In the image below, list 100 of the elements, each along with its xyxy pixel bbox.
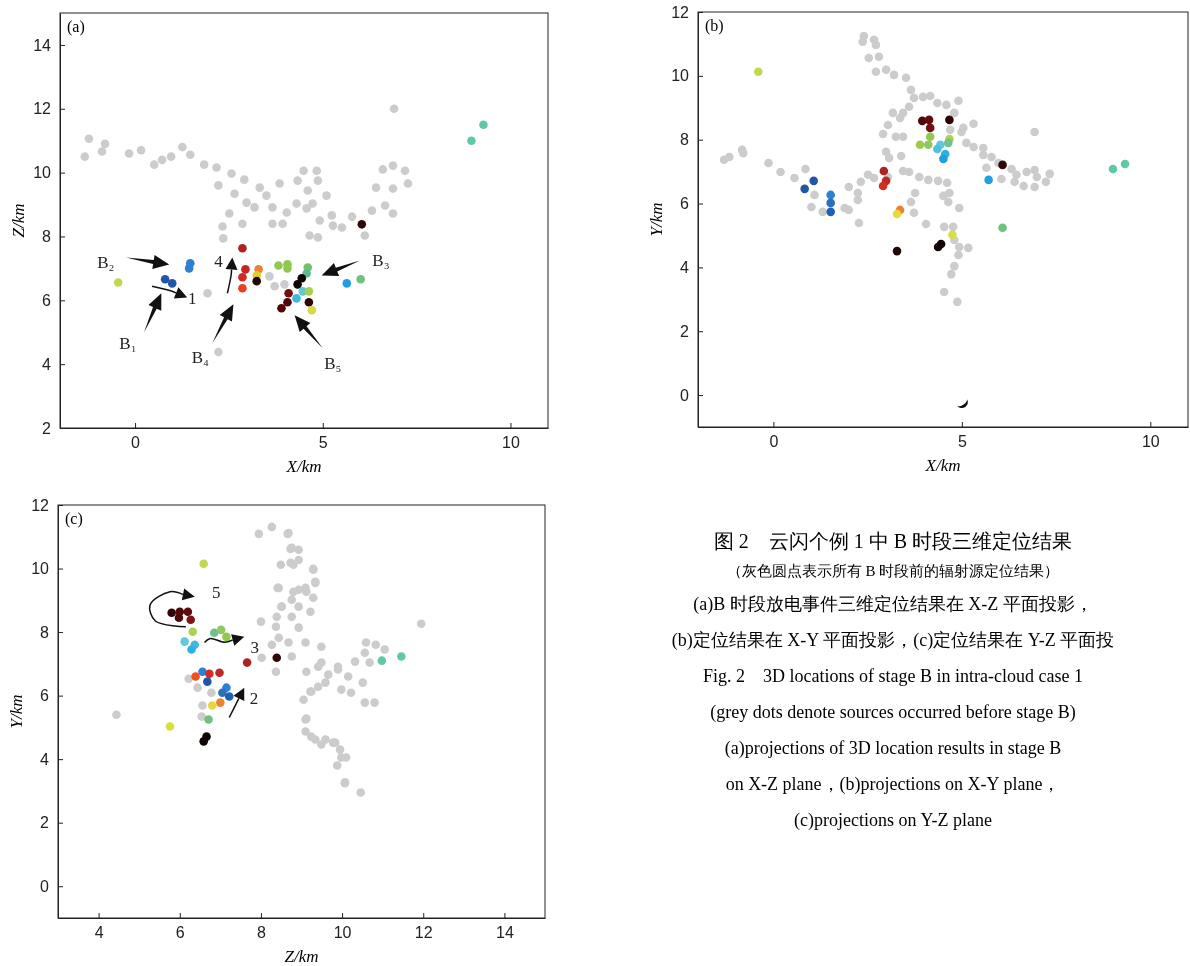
x-tick-label: 5 bbox=[318, 434, 328, 452]
annotation: B₄ bbox=[191, 348, 210, 368]
annotation: B₃ bbox=[372, 251, 390, 271]
annotation: B₂ bbox=[97, 253, 115, 273]
text: (c)projections on Y-Z plane bbox=[794, 810, 992, 831]
point bbox=[216, 625, 226, 635]
point bbox=[342, 279, 352, 288]
point bbox=[242, 658, 252, 667]
y-tick-label: 0 bbox=[40, 877, 50, 895]
y-tick-label: 10 bbox=[33, 164, 52, 182]
point bbox=[183, 607, 193, 617]
x-tick-label: 10 bbox=[502, 434, 520, 452]
point bbox=[203, 677, 212, 686]
point bbox=[204, 715, 213, 724]
x-tick-label: 4 bbox=[94, 924, 104, 942]
point bbox=[397, 652, 406, 661]
point bbox=[377, 656, 387, 665]
x-axis-title: Z/km bbox=[284, 947, 319, 966]
point bbox=[175, 607, 185, 617]
y-tick-label: 12 bbox=[33, 100, 52, 118]
point bbox=[925, 132, 935, 142]
point bbox=[207, 701, 217, 710]
point bbox=[892, 246, 902, 256]
y-tick-label: 4 bbox=[680, 259, 690, 276]
point bbox=[943, 138, 953, 148]
point bbox=[188, 627, 198, 637]
point bbox=[216, 698, 225, 707]
point bbox=[186, 615, 196, 624]
y-tick-label: 2 bbox=[680, 322, 690, 340]
point bbox=[984, 175, 993, 185]
annotation: 2 bbox=[249, 689, 259, 709]
x-tick-label: 10 bbox=[333, 924, 352, 942]
point bbox=[467, 136, 476, 145]
point bbox=[160, 274, 170, 284]
point bbox=[356, 274, 365, 284]
point bbox=[826, 198, 835, 208]
point bbox=[191, 672, 200, 681]
point bbox=[113, 278, 123, 287]
y-tick-label: 6 bbox=[40, 687, 50, 705]
annotation: 4 bbox=[214, 252, 224, 272]
point bbox=[800, 184, 809, 194]
point bbox=[284, 288, 293, 298]
text: (grey dots denote sources occurred before stage B) bbox=[710, 702, 1076, 723]
y-axis-title: Z/km bbox=[9, 203, 28, 238]
x-tick-label: 6 bbox=[175, 924, 185, 942]
point bbox=[357, 220, 367, 229]
y-tick-label: 6 bbox=[680, 195, 690, 213]
point bbox=[304, 287, 314, 296]
point bbox=[1120, 159, 1130, 169]
point bbox=[998, 160, 1007, 170]
point bbox=[754, 67, 763, 76]
point bbox=[283, 297, 292, 307]
point bbox=[915, 140, 925, 150]
point bbox=[292, 294, 301, 303]
point bbox=[892, 209, 902, 219]
y-tick-label: 14 bbox=[33, 36, 52, 54]
x-tick-label: 10 bbox=[1141, 433, 1160, 451]
point bbox=[187, 645, 196, 654]
point bbox=[198, 667, 207, 677]
y-tick-label: 8 bbox=[40, 623, 50, 641]
y-tick-label: 8 bbox=[680, 131, 690, 149]
point bbox=[479, 120, 488, 130]
point bbox=[998, 223, 1007, 233]
point bbox=[199, 559, 208, 569]
point bbox=[1108, 164, 1118, 174]
point bbox=[224, 692, 234, 701]
x-tick-label: 12 bbox=[414, 924, 433, 942]
text: (b)定位结果在 X-Y 平面投影，(c)定位结果在 Y-Z 平面投 bbox=[671, 630, 1115, 651]
point bbox=[222, 632, 231, 642]
text: （灰色圆点表示所有 B 时段前的辐射源定位结果） bbox=[726, 563, 1060, 579]
point bbox=[167, 608, 176, 617]
y-axis-title: Y/km bbox=[647, 202, 666, 237]
y-tick-label: 4 bbox=[40, 750, 50, 768]
x-tick-label: 5 bbox=[957, 433, 967, 451]
point bbox=[939, 154, 948, 164]
point bbox=[180, 637, 189, 646]
point bbox=[297, 273, 307, 283]
point bbox=[209, 628, 219, 637]
point bbox=[241, 265, 250, 274]
annotation: 1 bbox=[187, 289, 197, 309]
point bbox=[215, 668, 224, 678]
x-axis-title: X/km bbox=[924, 456, 961, 475]
caption: Fig. 2 3D locations of stage B in intra-cloud case 1 bbox=[703, 666, 1083, 686]
y-tick-label: 2 bbox=[40, 814, 50, 832]
y-tick-label: 8 bbox=[42, 228, 52, 246]
annotation: B₅ bbox=[324, 354, 342, 374]
point bbox=[879, 166, 889, 176]
point bbox=[238, 283, 247, 293]
chart-title: (a) bbox=[67, 18, 85, 36]
point bbox=[272, 653, 282, 663]
point bbox=[252, 276, 261, 286]
annotation: 3 bbox=[250, 637, 260, 657]
point bbox=[293, 280, 302, 289]
x-tick-label: 14 bbox=[496, 924, 514, 942]
text: on X-Z plane，(b)projections on X-Y plane， bbox=[725, 774, 1061, 795]
text: (a)B 时段放电事件三维定位结果在 X-Z 平面投影， bbox=[693, 594, 1093, 615]
x-tick-label: 0 bbox=[131, 434, 141, 452]
annotation: B₁ bbox=[119, 334, 137, 354]
y-tick-label: 12 bbox=[31, 496, 50, 514]
point bbox=[933, 144, 942, 154]
